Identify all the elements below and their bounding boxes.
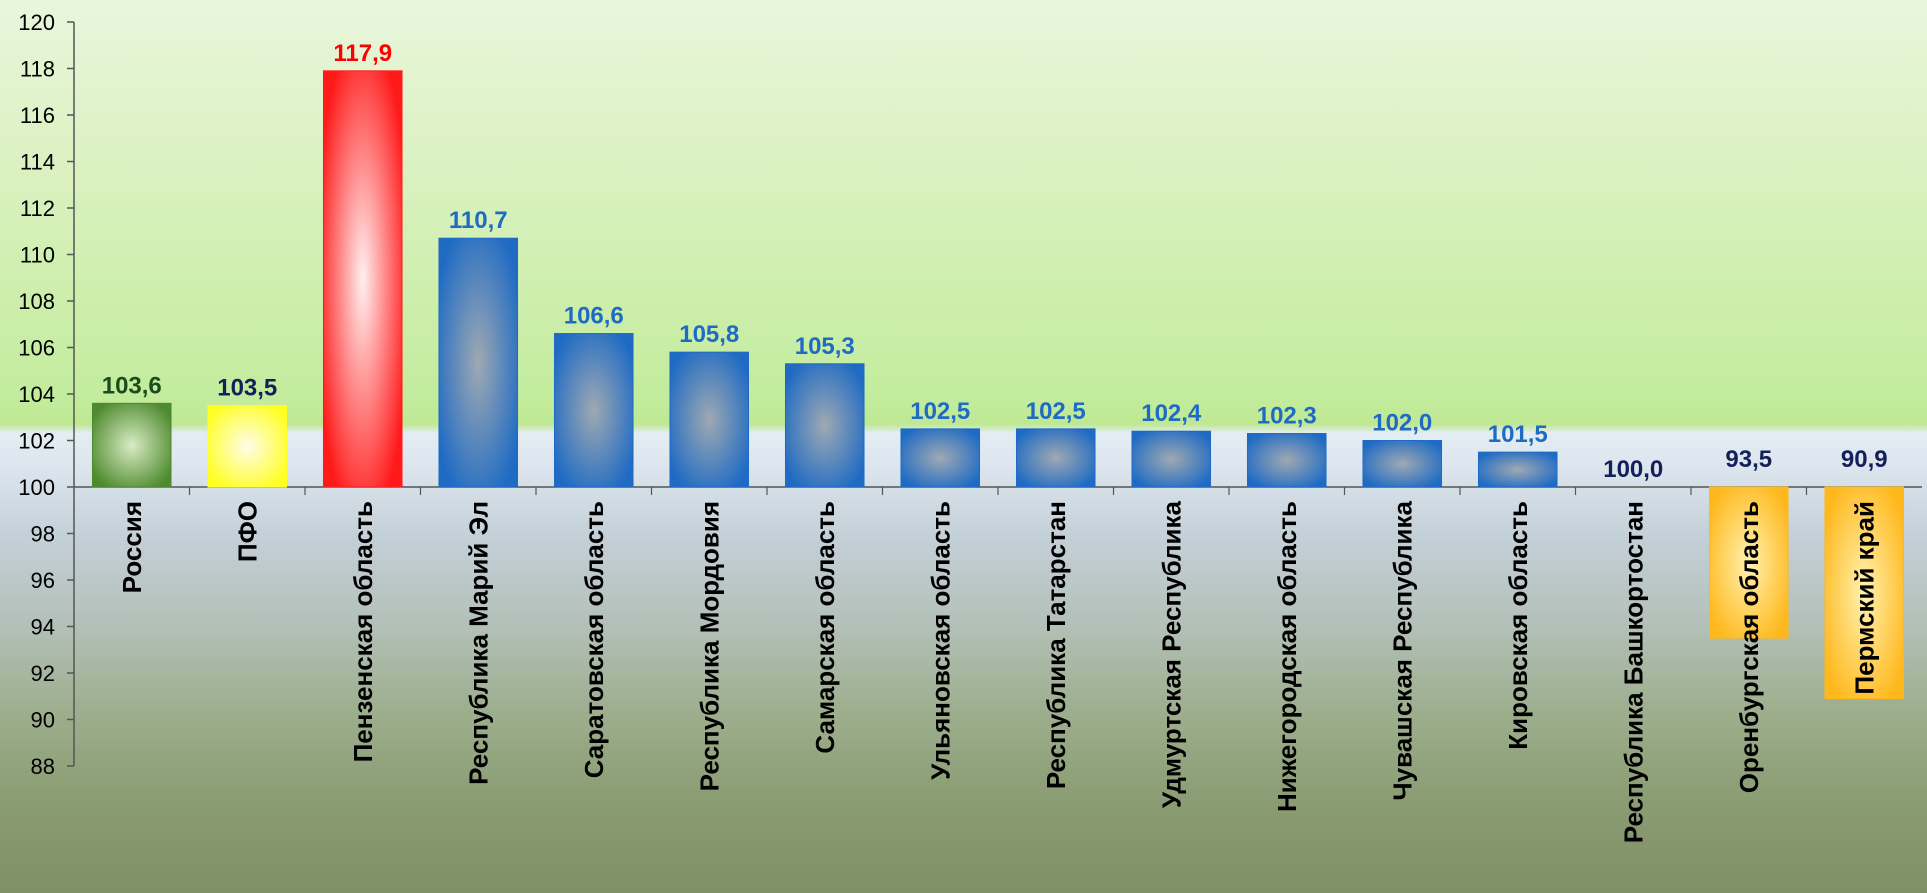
bar — [207, 405, 288, 488]
value-label: 102,0 — [1372, 410, 1432, 437]
bar — [322, 70, 403, 488]
value-label: 90,9 — [1841, 446, 1888, 473]
y-tick-label: 112 — [20, 196, 55, 221]
bar — [1708, 486, 1789, 639]
bar — [1015, 428, 1096, 488]
y-tick-label: 106 — [18, 336, 55, 361]
y-tick-label: 114 — [20, 150, 55, 175]
bar — [669, 351, 750, 488]
category-label: ПФО — [232, 501, 262, 562]
category-label: Республика Башкортостан — [1618, 501, 1648, 843]
category-label: Удмуртская Республика — [1156, 500, 1186, 808]
value-labels: 103,6 103,5 117,9 110,7 106,6 105,8 105,3 102,5… — [102, 40, 1888, 483]
category-label: Республика Татарстан — [1041, 501, 1071, 789]
value-label: 100,0 — [1603, 456, 1663, 483]
bar — [1824, 486, 1905, 700]
bar — [91, 402, 172, 488]
bar — [1477, 451, 1558, 488]
category-label: Самарская область — [810, 501, 840, 754]
value-label: 102,5 — [1026, 398, 1086, 425]
y-tick-label: 104 — [18, 382, 55, 407]
category-label: Республика Мордовия — [694, 501, 724, 791]
value-label: 102,3 — [1257, 403, 1317, 430]
y-axis: 88 90 92 94 96 98 100 102 104 106 108 110 112 114 116 1… — [18, 10, 1922, 779]
value-label: 117,9 — [333, 40, 392, 67]
category-label: Оренбургская область — [1734, 501, 1764, 793]
value-label: 106,6 — [564, 303, 624, 330]
category-label: Чувашская Республика — [1387, 500, 1417, 800]
bar — [1131, 430, 1212, 488]
value-label: 102,4 — [1141, 400, 1202, 427]
category-label: Россия — [117, 501, 147, 593]
value-label: 102,5 — [910, 398, 970, 425]
bar — [900, 428, 981, 488]
value-label: 103,5 — [217, 375, 277, 402]
y-tick-label: 108 — [18, 289, 55, 314]
y-tick-label: 110 — [20, 243, 55, 268]
value-label: 110,7 — [449, 207, 508, 234]
value-label: 103,6 — [102, 372, 162, 399]
value-label: 101,5 — [1488, 421, 1548, 448]
y-tick-label: 94 — [31, 615, 55, 640]
y-tick-label: 90 — [31, 708, 55, 733]
bar — [438, 237, 519, 488]
y-tick-label: 118 — [20, 57, 55, 82]
bar — [553, 333, 634, 488]
category-label: Пензенская область — [348, 501, 378, 762]
category-label: Республика Марий Эл — [463, 501, 493, 785]
y-tick-label: 116 — [20, 103, 55, 128]
y-tick-label: 120 — [18, 10, 55, 35]
y-tick-label: 92 — [31, 661, 55, 686]
bars — [91, 70, 1905, 700]
value-label: 105,3 — [795, 333, 855, 360]
value-label: 105,8 — [679, 321, 739, 348]
bar — [784, 363, 865, 488]
category-label: Пермский край — [1849, 501, 1879, 695]
bar — [1362, 440, 1443, 488]
y-tick-label: 102 — [18, 429, 55, 454]
category-labels: Россия ПФО Пензенская область Республика Ма… — [117, 500, 1880, 843]
y-tick-label: 96 — [31, 568, 55, 593]
y-tick-label: 100 — [18, 475, 55, 500]
category-label: Ульяновская область — [925, 501, 955, 780]
y-tick-label: 98 — [31, 522, 55, 547]
bar — [1246, 433, 1327, 488]
category-label: Кировская область — [1503, 501, 1533, 750]
value-label: 93,5 — [1725, 446, 1772, 473]
category-label: Нижегородская область — [1272, 501, 1302, 812]
category-label: Саратовская область — [579, 501, 609, 778]
y-tick-label: 88 — [31, 754, 55, 779]
